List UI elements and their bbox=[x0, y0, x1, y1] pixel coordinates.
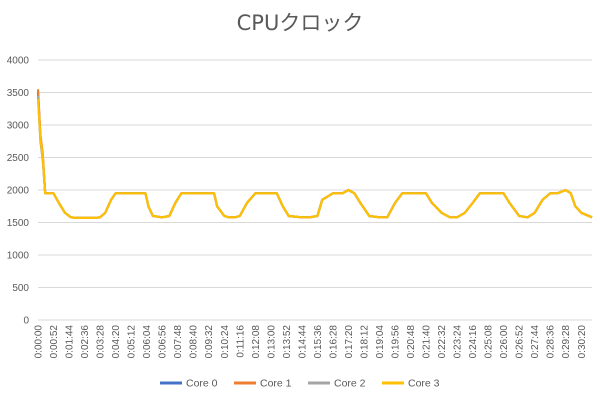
x-tick-label: 0:17:20 bbox=[344, 325, 355, 359]
x-tick-label: 0:12:08 bbox=[251, 325, 262, 359]
series-line-core-1 bbox=[36, 89, 593, 219]
x-tick-label: 0:00:52 bbox=[49, 325, 60, 359]
x-tick-label: 0:26:52 bbox=[515, 325, 526, 359]
x-tick-label: 0:25:08 bbox=[484, 325, 495, 359]
x-tick-label: 0:30:20 bbox=[577, 325, 588, 359]
x-tick-label: 0:03:28 bbox=[96, 325, 107, 359]
x-tick-label: 0:13:52 bbox=[282, 325, 293, 359]
y-axis-ticks: 0 500 1000 1500 2000 2500 3000 3500 4000 bbox=[7, 56, 30, 327]
x-tick-label: 0:06:04 bbox=[142, 325, 153, 359]
x-tick-label: 0:22:32 bbox=[437, 325, 448, 359]
y-tick-label: 1500 bbox=[7, 218, 30, 229]
chart-title: CPUクロック bbox=[237, 11, 364, 35]
y-tick-label: 500 bbox=[12, 283, 29, 294]
x-tick-label: 0:18:12 bbox=[359, 325, 370, 359]
x-tick-label: 0:09:32 bbox=[204, 325, 215, 359]
x-tick-label: 0:08:40 bbox=[189, 325, 200, 359]
y-tick-label: 3500 bbox=[7, 88, 30, 99]
y-tick-label: 2000 bbox=[7, 186, 30, 197]
legend-label: Core 1 bbox=[260, 378, 292, 390]
legend-label: Core 3 bbox=[408, 378, 440, 390]
x-tick-label: 0:24:16 bbox=[468, 325, 479, 359]
gridlines bbox=[38, 59, 592, 321]
series-line-core-3 bbox=[36, 98, 593, 219]
series-line-core-0 bbox=[36, 92, 593, 219]
x-tick-label: 0:15:36 bbox=[313, 325, 324, 359]
legend: Core 0 Core 1 Core 2 Core 3 bbox=[160, 378, 440, 390]
x-tick-label: 0:14:44 bbox=[297, 325, 308, 359]
x-tick-label: 0:07:48 bbox=[173, 325, 184, 359]
x-tick-label: 0:05:12 bbox=[127, 325, 138, 359]
x-tick-label: 0:02:36 bbox=[80, 325, 91, 359]
y-tick-label: 3000 bbox=[7, 121, 30, 132]
x-tick-label: 0:01:44 bbox=[65, 325, 76, 359]
series-lines bbox=[36, 89, 593, 219]
x-tick-label: 0:20:48 bbox=[406, 325, 417, 359]
y-tick-label: 1000 bbox=[7, 251, 30, 262]
x-tick-label: 0:04:20 bbox=[111, 325, 122, 359]
x-axis-ticks: 0:00:00 0:00:52 0:01:44 0:02:36 0:03:28 0:04:… bbox=[34, 325, 588, 359]
y-tick-label: 0 bbox=[23, 316, 29, 327]
series-line-core-2 bbox=[36, 95, 593, 219]
x-tick-label: 0:19:04 bbox=[375, 325, 386, 359]
x-tick-label: 0:23:24 bbox=[453, 325, 464, 359]
x-tick-label: 0:06:56 bbox=[158, 325, 169, 359]
x-tick-label: 0:21:40 bbox=[422, 325, 433, 359]
y-tick-label: 4000 bbox=[7, 56, 30, 67]
x-tick-label: 0:00:00 bbox=[34, 325, 45, 359]
x-tick-label: 0:11:16 bbox=[235, 325, 246, 358]
x-tick-label: 0:29:28 bbox=[561, 325, 572, 359]
x-tick-label: 0:10:24 bbox=[220, 325, 231, 359]
legend-label: Core 2 bbox=[334, 378, 366, 390]
y-tick-label: 2500 bbox=[7, 153, 30, 164]
x-tick-label: 0:27:44 bbox=[530, 325, 541, 359]
x-tick-label: 0:26:00 bbox=[499, 325, 510, 359]
x-tick-label: 0:13:00 bbox=[266, 325, 277, 359]
legend-label: Core 0 bbox=[186, 378, 218, 390]
x-tick-label: 0:28:36 bbox=[546, 325, 557, 359]
x-tick-label: 0:19:56 bbox=[390, 325, 401, 359]
x-tick-label: 0:16:28 bbox=[328, 325, 339, 359]
